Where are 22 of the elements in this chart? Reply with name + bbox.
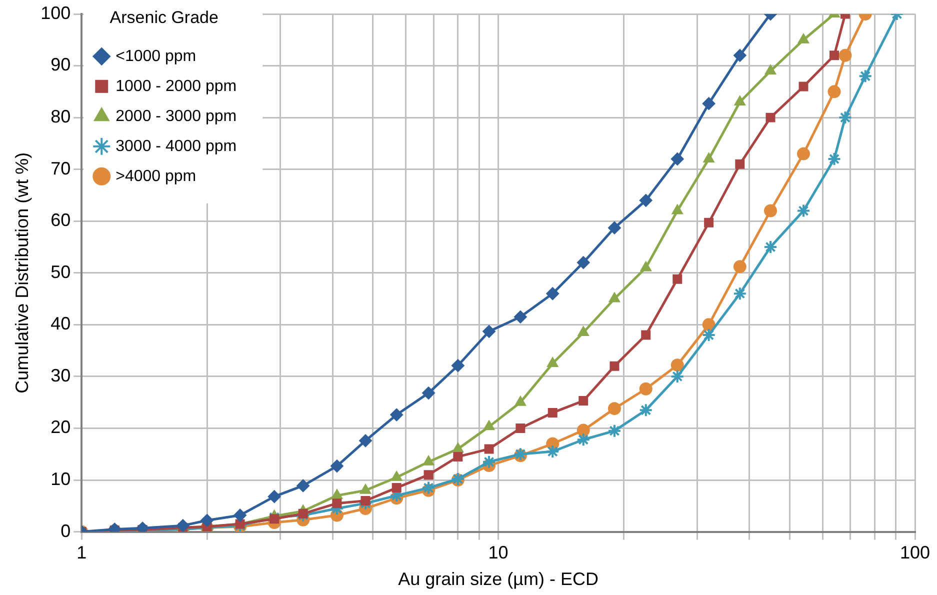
y-tick-label: 60	[50, 210, 71, 230]
x-tick-label: 100	[900, 542, 930, 563]
x-axis-title: Au grain size (µm) - ECD	[398, 569, 599, 590]
y-tick-label: 50	[50, 262, 71, 282]
y-tick-label: 80	[50, 106, 71, 127]
y-tick-label: 100	[40, 2, 71, 23]
x-tick-label: 1	[76, 542, 87, 563]
y-tick-label: 70	[50, 158, 71, 178]
y-axis-title: Cumulative Distribution (wt %)	[12, 152, 32, 394]
legend-title: Arsenic Grade	[110, 8, 218, 28]
y-tick-label: 30	[50, 365, 71, 386]
legend-label: 2000 - 3000 ppm	[116, 108, 237, 125]
y-tick-label: 10	[50, 468, 71, 489]
y-tick-label: 90	[50, 54, 71, 75]
legend-label: <1000 ppm	[116, 48, 196, 65]
y-tick-label: 20	[50, 417, 71, 438]
legend-label: >4000 ppm	[116, 168, 196, 185]
y-tick-label: 0	[60, 520, 71, 541]
y-tick-label: 40	[50, 314, 71, 334]
x-tick-label: 10	[488, 542, 508, 563]
legend-label: 1000 - 2000 ppm	[116, 78, 237, 95]
legend-label: 3000 - 4000 ppm	[116, 138, 237, 155]
